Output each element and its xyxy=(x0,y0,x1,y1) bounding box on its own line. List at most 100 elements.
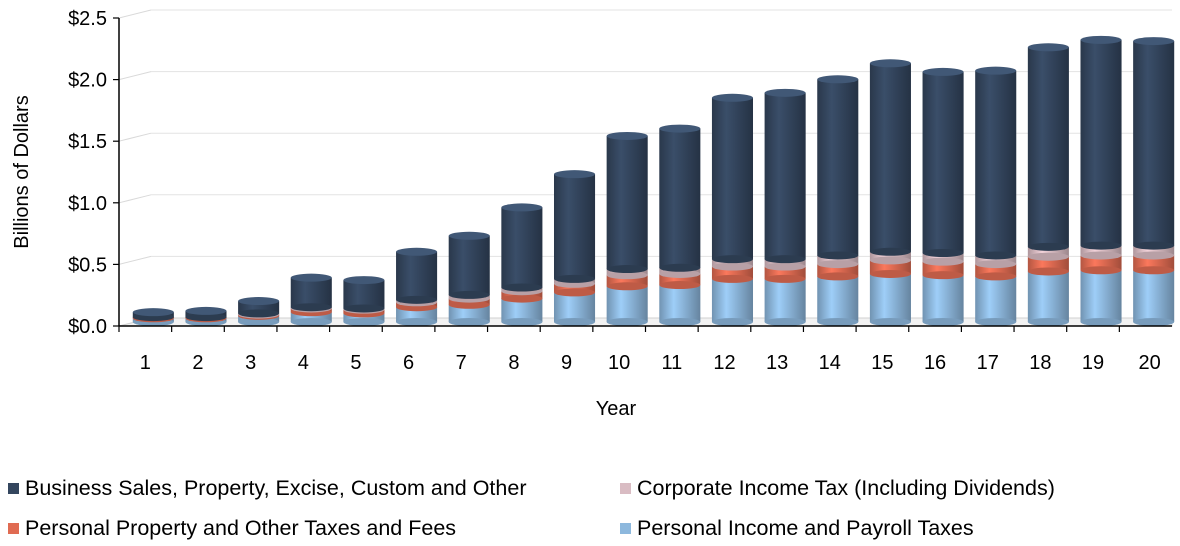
x-tick-label: 2 xyxy=(192,352,203,374)
bar-segment-bottom xyxy=(764,262,806,271)
bar-segment-body xyxy=(290,277,332,308)
bar-segment xyxy=(869,63,911,256)
legend-label-personal-property: Personal Property and Other Taxes and Fe… xyxy=(25,516,457,540)
bar-segment xyxy=(553,292,596,326)
bar-segment-body xyxy=(606,135,648,270)
bar-segment-body xyxy=(448,304,490,322)
bar-segment-body xyxy=(659,273,701,286)
bar-segment-body xyxy=(553,174,596,279)
bar-segment-body xyxy=(869,251,911,261)
bar-segment-bottom xyxy=(396,318,438,326)
bar-segment-bottom xyxy=(606,265,648,274)
bar-segment-body xyxy=(922,275,964,322)
bar-top-cap xyxy=(1080,35,1122,44)
bar-segment xyxy=(922,275,964,326)
bar-segment xyxy=(448,304,490,326)
bar-segment-bottom xyxy=(553,274,596,283)
bar-segment-bottom xyxy=(448,300,490,309)
bar-segment-bottom xyxy=(817,272,859,281)
bar-segment-body xyxy=(1080,245,1122,256)
bar-segment-body xyxy=(659,285,701,322)
x-tick-labels: 1 2 3 4 5 6 7 8 9 10 11 12 13 14 15 16 17 18 19 20 xyxy=(118,326,1161,374)
bar-segment-body xyxy=(869,63,911,252)
bar-segment-bottom xyxy=(659,281,701,290)
bar-segment-bottom xyxy=(1080,318,1122,326)
gridline-connector xyxy=(118,132,152,142)
x-tick-label: 11 xyxy=(661,352,682,374)
bar-segment-bottom xyxy=(1027,252,1069,261)
bar-segment-body xyxy=(396,307,438,322)
bar-top-cap xyxy=(817,75,859,84)
bar-segment xyxy=(553,174,596,283)
bar-segment-bottom xyxy=(396,295,438,304)
bar-top-cap xyxy=(553,170,596,179)
bar-segment xyxy=(975,255,1017,269)
x-axis-title: Year xyxy=(596,398,637,420)
bar-segment-bottom xyxy=(343,304,385,313)
bar-segment xyxy=(1133,41,1175,250)
bar-segment xyxy=(1080,270,1122,326)
bar-segment xyxy=(764,278,806,326)
bar-top-cap xyxy=(764,88,806,97)
y-tick-label: $1.0 xyxy=(68,193,107,215)
bar-segment xyxy=(1027,271,1069,326)
bar-segment-body xyxy=(711,97,754,260)
bar-segment xyxy=(817,255,859,269)
bar-segment xyxy=(1133,245,1175,260)
bar-segment-bottom xyxy=(975,251,1017,260)
bar-segment-bottom xyxy=(553,288,596,297)
bar-segment xyxy=(659,273,701,290)
bar-segment-bottom xyxy=(659,318,701,326)
legend-swatch-personal-property xyxy=(8,523,19,534)
bar-segment-bottom xyxy=(711,318,754,326)
bar-segment-bottom xyxy=(711,262,754,271)
legend-item-business: Business Sales, Property, Excise, Custom… xyxy=(8,476,526,501)
x-tick-label: 7 xyxy=(456,352,467,374)
bar-segment-bottom xyxy=(185,313,227,322)
bar-top-cap xyxy=(711,93,754,102)
bar-segment-bottom xyxy=(975,318,1017,326)
bar-top-cap xyxy=(869,59,911,68)
legend-item-personal-income: Personal Income and Payroll Taxes xyxy=(620,516,974,541)
bar-top-cap xyxy=(1027,43,1069,52)
bar-segment-bottom xyxy=(1027,267,1069,276)
bar-segment xyxy=(501,207,543,292)
bar-top-cap xyxy=(1133,37,1175,46)
bar-segment-body xyxy=(922,71,964,254)
x-tick-label: 5 xyxy=(350,352,361,374)
bar-segment xyxy=(290,312,332,326)
bar-segment-bottom xyxy=(659,269,701,278)
x-tick-label: 9 xyxy=(561,352,572,374)
gridline-connector xyxy=(118,9,152,19)
bar-segment xyxy=(764,92,806,264)
bar-segment-bottom xyxy=(343,318,385,326)
legend-label-corporate: Corporate Income Tax (Including Dividend… xyxy=(637,476,1055,500)
bar-segment-bottom xyxy=(1133,251,1175,260)
bar-segment-bottom xyxy=(817,251,859,260)
bar-segment xyxy=(606,286,648,326)
legend-item-corporate: Corporate Income Tax (Including Dividend… xyxy=(620,476,1055,501)
bar-segment-bottom xyxy=(606,318,648,326)
bar-segment-bottom xyxy=(290,303,332,312)
bar-segment xyxy=(396,251,438,304)
bar-segment xyxy=(501,298,543,326)
bar-segment xyxy=(1080,39,1122,250)
bar-segment xyxy=(1080,245,1122,260)
bar-segment xyxy=(659,285,701,326)
legend-item-personal-property: Personal Property and Other Taxes and Fe… xyxy=(8,516,456,541)
bar-segment xyxy=(817,79,859,260)
bar-segment-bottom xyxy=(238,309,280,318)
bar-segment-bottom xyxy=(448,290,490,299)
bar-top-cap xyxy=(396,247,438,256)
bar-segment xyxy=(553,283,596,297)
bar-segment-bottom xyxy=(922,271,964,280)
bar-segment-bottom xyxy=(711,274,754,283)
x-tick-label: 17 xyxy=(977,352,999,374)
bar-segment-body xyxy=(606,275,648,287)
bar-segment-bottom xyxy=(869,318,911,326)
y-tick-label: $2.0 xyxy=(68,70,107,92)
bar-segment xyxy=(343,280,385,313)
bar-segment-bottom xyxy=(869,256,911,265)
bar-segment xyxy=(817,276,859,326)
